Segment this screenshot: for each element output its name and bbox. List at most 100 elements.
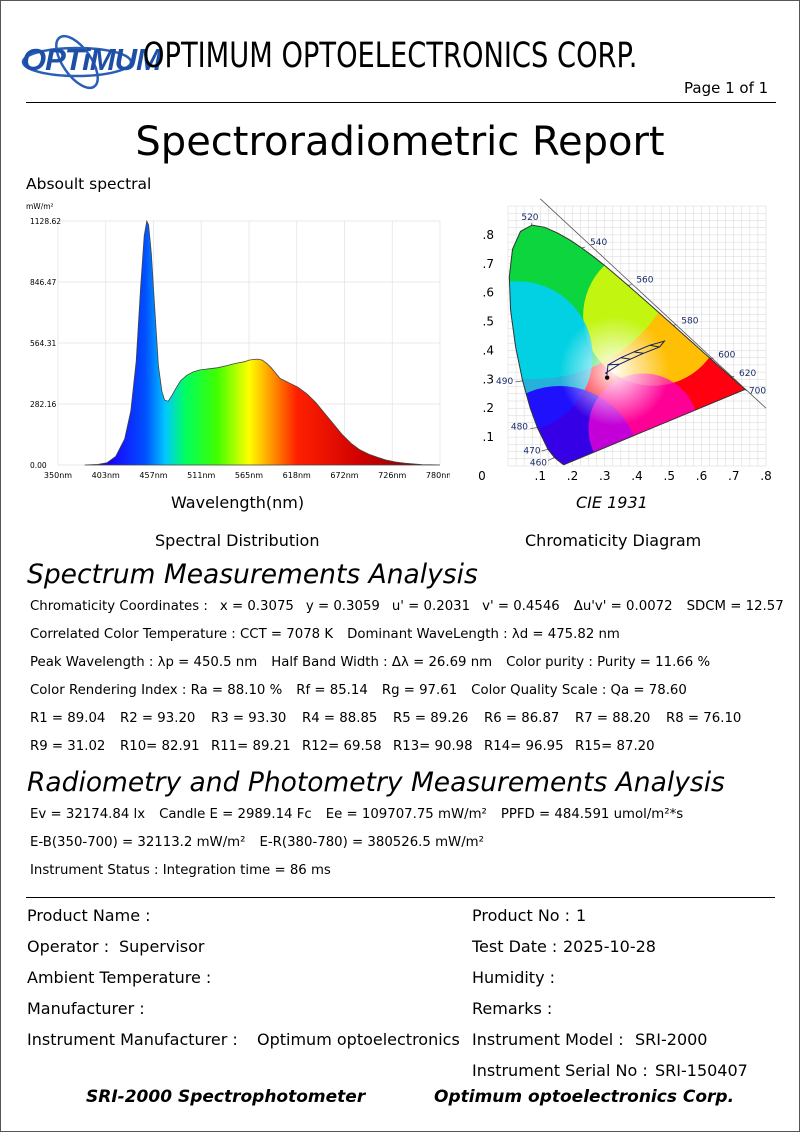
- spectral-locus: [508, 224, 746, 466]
- spectral-xlabel: Wavelength(nm): [171, 493, 305, 512]
- r-value: R13= 90.98: [393, 739, 473, 754]
- r-values-row-2: R9 = 31.02 R10= 82.91 R11= 89.21 R12= 69…: [0, 739, 800, 759]
- cie-y-tick: .3: [483, 372, 494, 386]
- locus-wavelength-label: 470: [523, 446, 540, 456]
- spectral-y-tick: 846.47: [30, 278, 56, 287]
- sdcm-bin-region: [604, 340, 666, 376]
- instrument-serial-label: Instrument Serial No :: [472, 1061, 648, 1080]
- r-value: R1 = 89.04: [30, 711, 106, 726]
- cie-y-tick: .2: [483, 401, 494, 415]
- chromaticity-line: Chromaticity Coordinates : x = 0.3075 y = …: [30, 599, 784, 614]
- cie-x-tick: 0: [478, 469, 486, 483]
- spectral-heading: Absoult spectral: [26, 175, 152, 193]
- sdcm-value: SDCM = 12.57: [686, 599, 784, 614]
- cie-x-tick: .4: [631, 469, 642, 483]
- spectral-x-tick: 780nm: [426, 471, 450, 480]
- cie-x-tick: .6: [696, 469, 707, 483]
- locus-wavelength-label: 580: [681, 316, 698, 326]
- test-date-label: Test Date :: [472, 937, 558, 956]
- locus-wavelength-label: 490: [496, 377, 513, 387]
- test-date-value: 2025-10-28: [563, 937, 656, 956]
- cie-x-tick: .2: [567, 469, 578, 483]
- logo-wordmark: OPTiMUM: [22, 42, 162, 77]
- humidity-label: Humidity :: [472, 968, 556, 987]
- cie-x-tick: .3: [599, 469, 610, 483]
- spectral-y-tick: 1128.62: [30, 217, 61, 226]
- u-value: u' = 0.2031: [391, 599, 471, 614]
- ra-value: Color Rendering Index : Ra = 88.10 %: [30, 683, 283, 698]
- footer-company: Optimum optoelectronics Corp.: [434, 1087, 735, 1107]
- spectral-y-tick: 0.00: [30, 461, 47, 470]
- spectral-x-tick: 403nm: [92, 471, 120, 480]
- operator-label: Operator :: [27, 937, 110, 956]
- cie-x-tick: .5: [664, 469, 675, 483]
- remarks-label: Remarks :: [472, 999, 553, 1018]
- locus-wavelength-label: 540: [590, 238, 607, 248]
- cie-x-tick: .7: [728, 469, 739, 483]
- spectral-unit-label: mW/m²: [26, 202, 54, 211]
- ambient-temperature-label: Ambient Temperature :: [27, 968, 212, 987]
- cri-line: Color Rendering Index : Ra = 88.10 % Rf =…: [30, 683, 687, 698]
- locus-wavelength-label: 600: [718, 350, 735, 360]
- r-value: R8 = 76.10: [666, 711, 742, 726]
- spectral-x-tick: 511nm: [187, 471, 215, 480]
- r-value: R14= 96.95: [484, 739, 564, 754]
- cie-x-tick: .8: [760, 469, 771, 483]
- rg-value: Rg = 97.61: [381, 683, 458, 698]
- rf-value: Rf = 85.14: [296, 683, 368, 698]
- r-value: R5 = 89.26: [393, 711, 469, 726]
- r-value: R2 = 93.20: [120, 711, 196, 726]
- r-value: R4 = 88.85: [302, 711, 378, 726]
- spectral-x-tick: 672nm: [330, 471, 358, 480]
- r-value: R11= 89.21: [211, 739, 291, 754]
- locus-wavelength-label: 700: [749, 386, 766, 396]
- x-value: x = 0.3075: [219, 599, 294, 614]
- r-value: R10= 82.91: [120, 739, 200, 754]
- instrument-serial-value: SRI-150407: [655, 1061, 748, 1080]
- locus-wavelength-label: 460: [530, 458, 547, 468]
- locus-wavelength-label: 520: [521, 213, 538, 223]
- instrument-status: Instrument Status : Integration time = 8…: [30, 863, 331, 878]
- spectral-y-tick: 282.16: [30, 400, 56, 409]
- cie-chart: 460 470 480 490 520 540 560 580 600 620 700 0 .1 .2.…: [478, 198, 772, 483]
- half-band-width-value: Half Band Width : Δλ = 26.69 nm: [271, 655, 493, 670]
- manufacturer-label: Manufacturer :: [27, 999, 145, 1018]
- spectral-curve: [84, 219, 441, 466]
- illuminance-line: Ev = 32174.84 lx Candle E = 2989.14 Fc Ee …: [30, 807, 683, 822]
- dominant-wavelength-value: Dominant WaveLength : λd = 475.82 nm: [347, 627, 620, 642]
- instrument-model-label: Instrument Model :: [472, 1030, 624, 1049]
- instrument-manufacturer-value: Optimum optoelectronics: [257, 1030, 460, 1049]
- y-value: y = 0.3059: [305, 599, 380, 614]
- instrument-model-value: SRI-2000: [635, 1030, 708, 1049]
- r-value: R9 = 31.02: [30, 739, 106, 754]
- cie-y-tick: .7: [483, 257, 494, 271]
- product-no-label: Product No :: [472, 906, 571, 925]
- candle-value: Candle E = 2989.14 Fc: [159, 807, 312, 822]
- v-value: v' = 0.4546: [482, 599, 560, 614]
- footer-instrument: SRI-2000 Spectrophotometer: [86, 1087, 366, 1107]
- locus-wavelength-label: 620: [739, 369, 756, 379]
- r-value: R3 = 93.30: [211, 711, 287, 726]
- cie-y-tick: .1: [483, 430, 494, 444]
- product-no-value: 1: [576, 906, 587, 925]
- irradiance-range-line: E-B(350-700) = 32113.2 mW/m² E-R(380-780)…: [30, 835, 484, 850]
- cie-caption: Chromaticity Diagram: [525, 531, 702, 550]
- instrument-manufacturer-label: Instrument Manufacturer :: [27, 1030, 238, 1049]
- radiometry-section-heading: Radiometry and Photometry Measurements A…: [27, 767, 725, 798]
- locus-wavelength-label: 480: [511, 423, 528, 433]
- company-name: OPTIMUM OPTOELECTRONICS CORP.: [143, 36, 638, 76]
- duv-value: Δu'v' = 0.0072: [573, 599, 673, 614]
- er-value: E-R(380-780) = 380526.5 mW/m²: [259, 835, 484, 850]
- locus-tangent-line: [539, 198, 767, 409]
- locus-wavelength-label: 560: [636, 276, 653, 286]
- ee-value: Ee = 109707.75 mW/m²: [325, 807, 487, 822]
- chromaticity-point: [604, 375, 610, 380]
- page-number: Page 1 of 1: [684, 79, 769, 97]
- spectrum-section-heading: Spectrum Measurements Analysis: [27, 559, 478, 590]
- spectral-y-tick: 564.31: [30, 339, 56, 348]
- cie-y-tick: .4: [483, 343, 494, 357]
- r-values-row-1: R1 = 89.04 R2 = 93.20 R3 = 93.30 R4 = 88…: [0, 711, 800, 731]
- operator-value: Supervisor: [119, 937, 205, 956]
- cie-y-tick: .6: [483, 286, 494, 300]
- spectral-x-tick: 565nm: [235, 471, 263, 480]
